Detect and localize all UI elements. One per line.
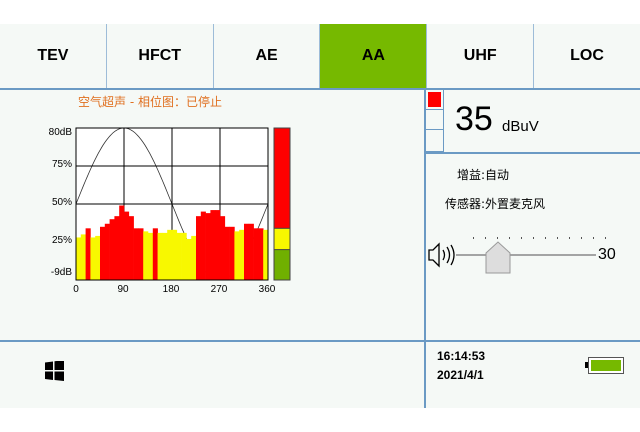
battery-icon <box>588 357 624 374</box>
windows-icon[interactable] <box>45 361 65 381</box>
phase-bar <box>95 235 101 280</box>
phase-bar <box>148 232 154 280</box>
phase-bar <box>157 232 163 280</box>
clock-date: 2021/4/1 <box>437 368 484 382</box>
alarm-indicator <box>428 92 441 107</box>
tab-aa[interactable]: AA <box>320 24 428 88</box>
slider-tick <box>545 237 546 239</box>
y-tick-label: 75% <box>51 159 72 170</box>
divider <box>426 152 640 154</box>
chart-title: 空气超声 - 相位图：已停止 <box>78 95 222 109</box>
slider-tick <box>521 237 522 239</box>
battery-level <box>591 360 621 371</box>
phase-bar <box>181 232 187 280</box>
phase-bar <box>138 228 144 280</box>
phase-bar <box>191 235 197 280</box>
mode-tabs: TEV HFCT AE AA UHF LOC <box>0 24 640 90</box>
x-tick-label: 360 <box>258 284 276 295</box>
volume-value: 30 <box>598 246 616 263</box>
tab-loc[interactable]: LOC <box>570 47 604 64</box>
phase-bar <box>220 216 226 280</box>
phase-bar <box>100 226 106 280</box>
phase-bar <box>104 223 110 280</box>
x-tick-label: 180 <box>162 284 180 295</box>
y-tick-label: -9dB <box>50 267 72 278</box>
phase-bar <box>239 229 245 280</box>
indicator-cell <box>426 90 443 110</box>
gain-label: 增益:自动 <box>457 168 510 182</box>
slider-tick <box>485 237 486 239</box>
status-bar <box>0 340 640 408</box>
slider-tick <box>497 237 498 239</box>
battery-tip <box>585 362 588 368</box>
phase-bar <box>119 205 125 280</box>
sensor-label: 传感器:外置麦克风 <box>445 197 546 211</box>
y-tick-label: 80dB <box>48 127 72 138</box>
phase-bar <box>172 229 178 280</box>
phase-bar <box>224 226 230 280</box>
level-bar-green <box>273 249 291 281</box>
phase-bar <box>133 228 139 280</box>
phase-bar <box>229 226 235 280</box>
phase-bar <box>85 228 91 280</box>
slider-tick <box>581 237 582 239</box>
phase-bar <box>210 210 216 280</box>
phase-bar <box>109 219 115 280</box>
slider-tick <box>509 237 510 239</box>
slider-tick <box>533 237 534 239</box>
phase-bar <box>196 216 202 280</box>
indicator-cell <box>426 130 443 152</box>
phase-bar <box>76 237 82 280</box>
y-tick-label: 25% <box>51 235 72 246</box>
phase-bar <box>234 231 240 280</box>
clock-time: 16:14:53 <box>437 349 486 363</box>
tab-hfct[interactable]: HFCT <box>107 24 214 88</box>
phase-bar <box>176 232 182 280</box>
x-tick-label: 90 <box>117 284 129 295</box>
phase-bar <box>143 231 149 280</box>
x-tick-label: 270 <box>210 284 228 295</box>
phase-bar <box>80 234 86 280</box>
reading-unit: dBuV <box>502 118 539 135</box>
phase-bar <box>253 228 259 280</box>
slider-thumb[interactable] <box>485 241 511 274</box>
reading-value: 35 <box>455 100 493 138</box>
plot-border <box>75 127 269 281</box>
phase-bar <box>186 238 192 280</box>
phase-bar <box>258 228 264 280</box>
indicator-cell <box>426 110 443 130</box>
slider-tick <box>593 237 594 239</box>
phase-bar <box>162 232 168 280</box>
x-tick-label: 0 <box>73 284 79 295</box>
slider-tick <box>605 237 606 239</box>
tab-tev[interactable]: TEV <box>0 24 107 88</box>
phase-bar <box>114 216 120 280</box>
phase-bar <box>248 223 254 280</box>
slider-tick <box>473 237 474 239</box>
phase-bar <box>90 237 96 280</box>
phase-bar <box>244 223 250 280</box>
vertical-divider <box>424 90 426 408</box>
phase-bar <box>215 210 221 280</box>
phase-bar <box>167 229 173 280</box>
phase-bar <box>205 213 211 280</box>
tab-uhf[interactable]: UHF <box>427 24 535 88</box>
y-tick-label: 50% <box>51 197 72 208</box>
tab-ae[interactable]: AE <box>214 24 321 88</box>
divider <box>424 340 426 408</box>
divider <box>443 90 444 152</box>
phase-bar <box>124 211 130 280</box>
slider-tick <box>557 237 558 239</box>
speaker-icon <box>428 242 455 268</box>
phase-bar <box>128 216 134 280</box>
volume-slider[interactable] <box>426 236 640 276</box>
phase-bar <box>152 228 158 280</box>
phase-bar <box>200 211 206 280</box>
phase-bar <box>263 229 269 280</box>
slider-tick <box>569 237 570 239</box>
